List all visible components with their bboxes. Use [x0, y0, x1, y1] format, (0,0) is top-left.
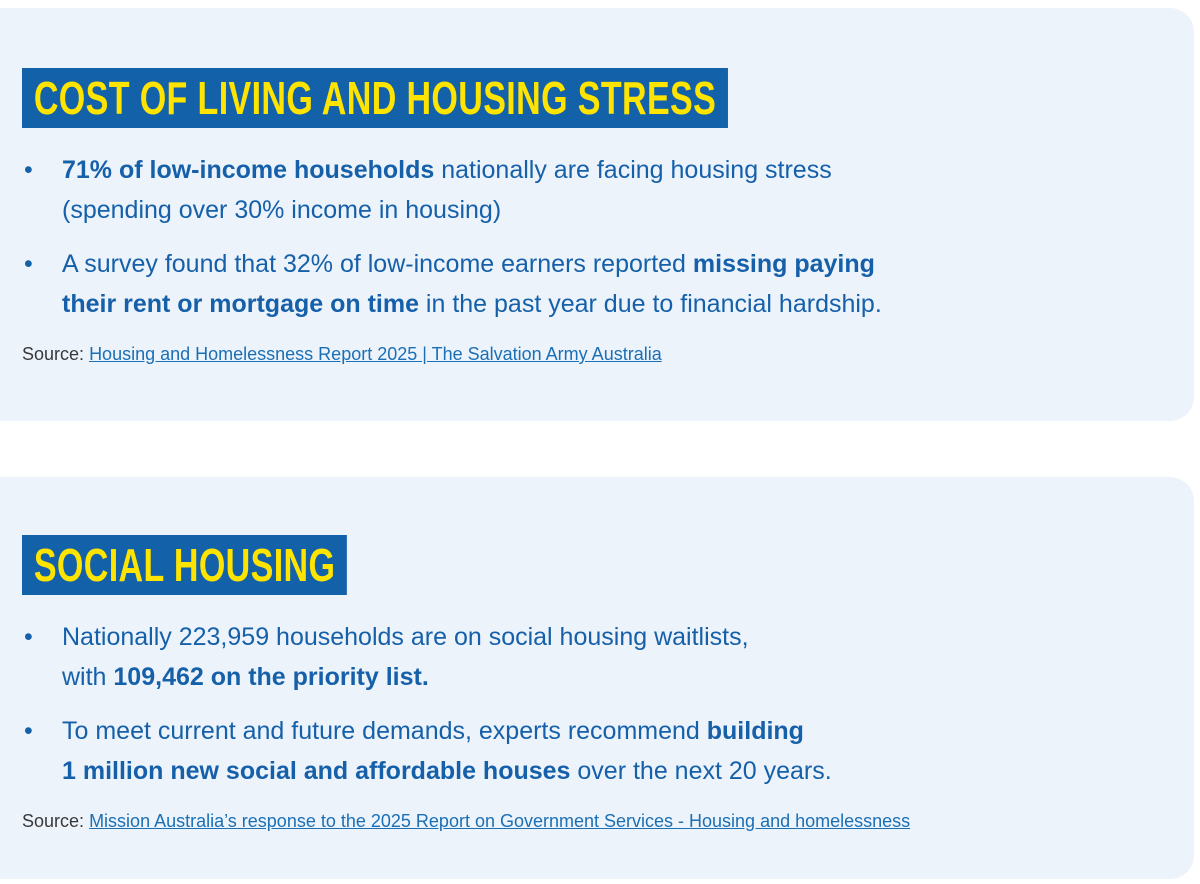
- source-link[interactable]: Mission Australia’s response to the 2025…: [89, 811, 911, 831]
- bullet-text: Nationally 223,959 households are on soc…: [62, 623, 749, 691]
- bullet-list: • Nationally 223,959 households are on so…: [0, 617, 1194, 791]
- source-line: Source: Housing and Homelessness Report …: [22, 343, 1194, 366]
- bullet-item: • Nationally 223,959 households are on so…: [0, 617, 1194, 697]
- source-label: Source:: [22, 344, 85, 364]
- source-link[interactable]: Housing and Homelessness Report 2025 | T…: [89, 344, 662, 364]
- section-title-bar: SOCIAL HOUSING: [22, 535, 348, 595]
- source-label: Source:: [22, 811, 85, 831]
- bullet-list: • 71% of low-income households nationally…: [0, 150, 1194, 324]
- bullet-dot-icon: •: [24, 250, 33, 278]
- bullet-item: • To meet current and future demands, exp…: [0, 711, 1194, 791]
- section-card-social-housing: SOCIAL HOUSING • Nationally 223,959 house…: [0, 477, 1194, 879]
- bullet-dot-icon: •: [24, 156, 33, 184]
- bullet-text: 71% of low-income households nationally …: [62, 156, 832, 224]
- section-card-cost-of-living: COST OF LIVING AND HOUSING STRESS • 71% o…: [0, 8, 1194, 421]
- section-title: COST OF LIVING AND HOUSING STRESS: [33, 72, 717, 124]
- section-title-bar: COST OF LIVING AND HOUSING STRESS: [22, 68, 729, 128]
- bullet-text: To meet current and future demands, expe…: [62, 717, 832, 785]
- bullet-dot-icon: •: [24, 623, 33, 651]
- bullet-item: • A survey found that 32% of low-income e…: [0, 244, 1194, 324]
- bullet-item: • 71% of low-income households nationally…: [0, 150, 1194, 230]
- source-line: Source: Mission Australia’s response to …: [22, 810, 1194, 833]
- section-title: SOCIAL HOUSING: [33, 539, 336, 591]
- bullet-text: A survey found that 32% of low-income ea…: [62, 250, 882, 318]
- bullet-dot-icon: •: [24, 717, 33, 745]
